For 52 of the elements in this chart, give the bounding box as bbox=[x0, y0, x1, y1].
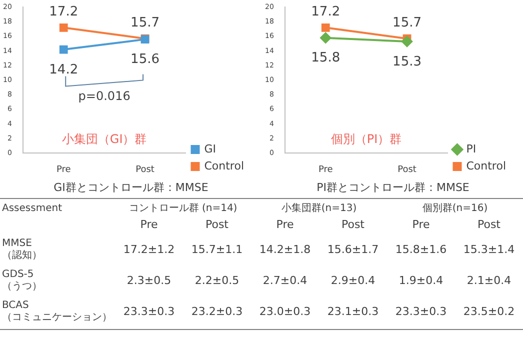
text: BCAS （コミュニケーション） bbox=[2, 298, 112, 325]
text: 14.2±1.8 bbox=[258, 242, 312, 258]
text: 17.2±1.2 bbox=[122, 242, 176, 258]
text: Pre bbox=[411, 217, 431, 233]
text: 15.7±1.1 bbox=[190, 242, 244, 258]
text: MMSE （認知） bbox=[2, 236, 42, 263]
data-label: 15.3 bbox=[392, 54, 422, 70]
annotation: 個別（PI）群 bbox=[330, 132, 402, 146]
text: 小集団群(n=13) bbox=[280, 202, 358, 216]
data-label: 15.7 bbox=[392, 15, 422, 30]
data-label: 17.2 bbox=[311, 4, 340, 20]
legend-label: PI bbox=[466, 142, 476, 156]
text: Assessment bbox=[2, 202, 62, 216]
text: PI群とコントロール群：MMSE bbox=[316, 180, 470, 195]
legend-label: Control bbox=[204, 159, 244, 172]
text: 15.3±1.4 bbox=[462, 242, 516, 258]
data-label: 15.8 bbox=[311, 50, 340, 66]
text: 2.1±0.4 bbox=[466, 273, 512, 290]
text: Pre bbox=[139, 217, 159, 233]
text: 23.3±0.3 bbox=[122, 304, 176, 320]
text: Post bbox=[204, 217, 230, 233]
data-label: 14.2 bbox=[49, 62, 78, 78]
text: 23.0±0.3 bbox=[258, 304, 312, 320]
text: コントロール群 (n=14) bbox=[128, 202, 238, 216]
text: 1.9±0.4 bbox=[398, 273, 444, 290]
text: 23.1±0.3 bbox=[326, 304, 380, 320]
annotation: 小集団（GI）群 bbox=[62, 132, 147, 146]
x-tick-label: Pre bbox=[318, 164, 334, 175]
x-tick-label: Pre bbox=[56, 164, 72, 175]
text: 2.2±0.5 bbox=[194, 273, 240, 290]
text: GDS-5 （うつ） bbox=[2, 268, 42, 294]
text: 23.3±0.3 bbox=[394, 304, 448, 320]
text: 個別群(n=16) bbox=[421, 202, 489, 216]
x-tick-label: Post bbox=[398, 164, 417, 175]
data-label: 15.7 bbox=[130, 15, 160, 30]
legend-label: Control bbox=[466, 159, 506, 172]
text: 15.8±1.6 bbox=[394, 242, 448, 258]
legend-label: GI bbox=[204, 142, 216, 156]
text: Post bbox=[476, 217, 502, 233]
data-label: 17.2 bbox=[49, 4, 78, 20]
x-tick-label: Post bbox=[136, 164, 155, 175]
data-label: 15.6 bbox=[130, 52, 160, 68]
text: 2.3±0.5 bbox=[126, 273, 172, 290]
text: 15.6±1.7 bbox=[326, 242, 380, 258]
text: 23.2±0.3 bbox=[190, 304, 244, 320]
text: Post bbox=[340, 217, 366, 233]
text: 2.9±0.4 bbox=[330, 273, 376, 290]
text: 23.5±0.2 bbox=[462, 304, 516, 320]
text: 2.7±0.4 bbox=[262, 273, 308, 290]
text: GI群とコントロール群：MMSE bbox=[52, 180, 210, 195]
annotation: p=0.016 bbox=[78, 89, 130, 104]
text: Pre bbox=[275, 217, 295, 233]
